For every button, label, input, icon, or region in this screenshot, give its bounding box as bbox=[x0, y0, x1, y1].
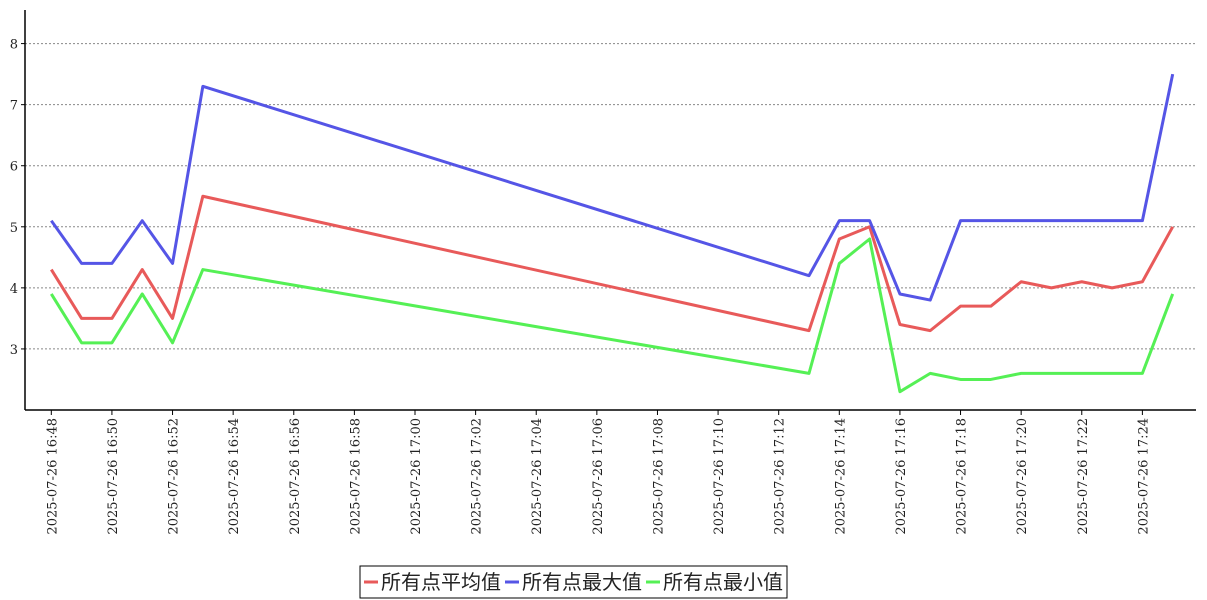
x-tick-label: 2025-07-26 17:08 bbox=[651, 418, 666, 535]
x-tick-label: 2025-07-26 17:12 bbox=[773, 418, 788, 535]
x-tick-label: 2025-07-26 17:02 bbox=[470, 418, 485, 535]
line bbox=[50, 73, 1175, 302]
line bbox=[50, 194, 1175, 333]
x-tick-label: 2025-07-26 16:54 bbox=[227, 418, 242, 535]
x-tick-label: 2025-07-26 17:14 bbox=[833, 418, 848, 535]
legend: 所有点平均值 所有点最大值 所有点最小值 bbox=[359, 565, 788, 599]
x-tick-label: 2025-07-26 16:58 bbox=[348, 418, 363, 535]
y-tick-label: 4 bbox=[10, 282, 18, 297]
legend-label: 所有点最大值 bbox=[522, 570, 642, 594]
x-tick-label: 2025-07-26 17:24 bbox=[1136, 418, 1151, 535]
x-tick-label: 2025-07-26 17:00 bbox=[409, 418, 424, 535]
x-tick-label: 2025-07-26 16:50 bbox=[106, 418, 121, 535]
x-tick-label: 2025-07-26 16:56 bbox=[288, 418, 303, 535]
x-tick-label: 2025-07-26 17:04 bbox=[530, 418, 545, 535]
x-tick-label: 2025-07-26 17:10 bbox=[712, 418, 727, 535]
x-tick-label: 2025-07-26 16:52 bbox=[167, 418, 182, 535]
legend-label: 所有点平均值 bbox=[381, 570, 501, 594]
x-tick-label: 2025-07-26 17:22 bbox=[1076, 418, 1091, 535]
y-tick-label: 6 bbox=[10, 160, 18, 175]
y-tick-label: 3 bbox=[10, 343, 18, 358]
x-tick-label: 2025-07-26 17:18 bbox=[955, 418, 970, 535]
y-tick-label: 8 bbox=[10, 38, 18, 53]
y-tick-label: 5 bbox=[10, 221, 18, 236]
x-tick-label: 2025-07-26 17:16 bbox=[894, 418, 909, 535]
legend-box bbox=[359, 565, 788, 599]
x-tick-label: 2025-07-26 17:06 bbox=[591, 418, 606, 535]
y-tick-label: 7 bbox=[10, 99, 18, 114]
legend-label: 所有点最小值 bbox=[663, 570, 783, 594]
x-tick-label: 2025-07-26 17:20 bbox=[1015, 418, 1030, 535]
line bbox=[50, 237, 1175, 394]
x-tick-label: 2025-07-26 16:48 bbox=[45, 418, 60, 535]
